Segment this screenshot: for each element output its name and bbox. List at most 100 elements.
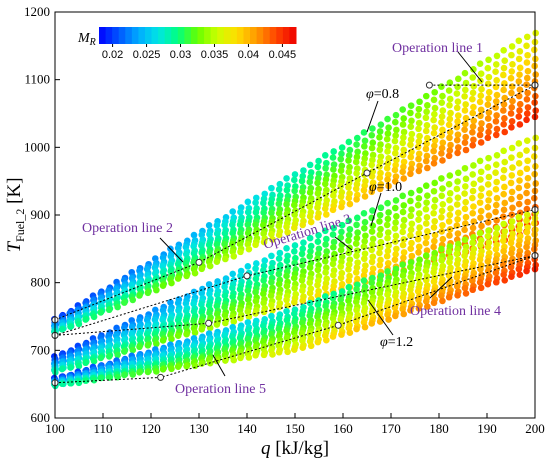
scatter-point [323, 336, 330, 344]
scatter-point [291, 274, 298, 282]
scatter-point [462, 146, 470, 154]
scatter-point [415, 230, 423, 237]
colorbar-segment [138, 27, 146, 44]
scatter-point [82, 377, 89, 384]
op4-leader [429, 276, 453, 299]
scatter-point [407, 165, 415, 173]
scatter-point [345, 261, 353, 268]
scatter-point [384, 199, 391, 207]
scatter-point [469, 209, 477, 217]
scatter-point [267, 200, 275, 207]
scatter-point [415, 138, 423, 145]
scatter-point [283, 245, 290, 252]
scatter-point [329, 260, 337, 268]
scatter-point [469, 187, 477, 195]
scatter-point [329, 181, 337, 189]
scatter-point [360, 210, 368, 217]
scatter-point [385, 209, 392, 216]
scatter-point [407, 136, 415, 143]
colorbar-segment [263, 27, 271, 44]
scatter-point [392, 178, 399, 185]
scatter-point [400, 216, 408, 224]
scatter-point [461, 284, 469, 292]
scatter-point [392, 161, 399, 169]
scatter-point [516, 86, 524, 93]
scatter-bands [51, 29, 539, 390]
scatter-point [508, 223, 515, 231]
scatter-point [508, 273, 515, 280]
scatter-point [354, 229, 361, 236]
scatter-point [330, 192, 337, 199]
scatter-point [414, 265, 422, 273]
scatter-point [360, 277, 368, 284]
scatter-point [252, 275, 260, 283]
scatter-point [477, 168, 485, 176]
scatter-point [345, 283, 353, 291]
scatter-point [492, 98, 500, 105]
scatter-point [438, 207, 446, 215]
scatter-point [321, 293, 329, 300]
scatter-point [422, 298, 430, 305]
scatter-point [114, 373, 121, 381]
scatter-point [221, 221, 228, 229]
scatter-point [453, 283, 461, 290]
scatter-point [82, 359, 89, 367]
scatter-point [430, 116, 437, 124]
scatter-point [469, 109, 477, 117]
scatter-point [493, 125, 501, 133]
scatter-point [306, 178, 314, 186]
scatter-point [306, 213, 314, 220]
scatter-point [338, 221, 346, 229]
scatter-point [345, 157, 352, 164]
scatter-point [500, 190, 507, 198]
scatter-point [501, 199, 509, 207]
scatter-point [469, 286, 477, 294]
scatter-point [306, 299, 314, 307]
scatter-point [399, 106, 406, 113]
scatter-point [438, 119, 445, 126]
scatter-point [446, 115, 454, 123]
scatter-point [416, 132, 423, 140]
scatter-point [376, 261, 384, 269]
scatter-point [470, 180, 478, 188]
scatter-point [237, 294, 244, 302]
scatter-point [461, 226, 468, 234]
scatter-point [384, 176, 391, 183]
scatter-point [461, 107, 469, 114]
scatter-point [136, 369, 143, 376]
scatter-point [174, 275, 182, 282]
scatter-point [314, 250, 322, 258]
scatter-point [431, 217, 439, 225]
scatter-point [439, 185, 446, 192]
colorbar-tick-label: 0.03 [170, 49, 191, 61]
scatter-point [485, 173, 493, 181]
scatter-point [493, 194, 501, 202]
scatter-point [492, 259, 499, 267]
scatter-point [300, 167, 307, 174]
scatter-point [515, 251, 523, 259]
scatter-point [414, 235, 422, 243]
scatter-point [415, 249, 422, 256]
op1-leader [457, 51, 483, 83]
scatter-point [392, 204, 399, 212]
scatter-point [244, 229, 252, 237]
scatter-point [299, 344, 307, 352]
scatter-point [422, 267, 430, 275]
scatter-point [361, 155, 368, 162]
scatter-point [453, 90, 461, 97]
scatter-point [252, 221, 259, 229]
scatter-point [478, 85, 485, 93]
scatter-point [159, 365, 167, 373]
scatter-point [507, 74, 515, 82]
scatter-point [377, 153, 385, 160]
scatter-point [384, 130, 392, 137]
scatter-point [306, 203, 314, 210]
scatter-point [136, 292, 143, 299]
scatter-point [492, 269, 500, 277]
scatter-point [500, 271, 507, 279]
scatter-point [299, 188, 306, 195]
scatter-point [516, 169, 524, 177]
scatter-point [445, 152, 453, 160]
scatter-point [493, 152, 501, 159]
scatter-point [298, 177, 306, 185]
